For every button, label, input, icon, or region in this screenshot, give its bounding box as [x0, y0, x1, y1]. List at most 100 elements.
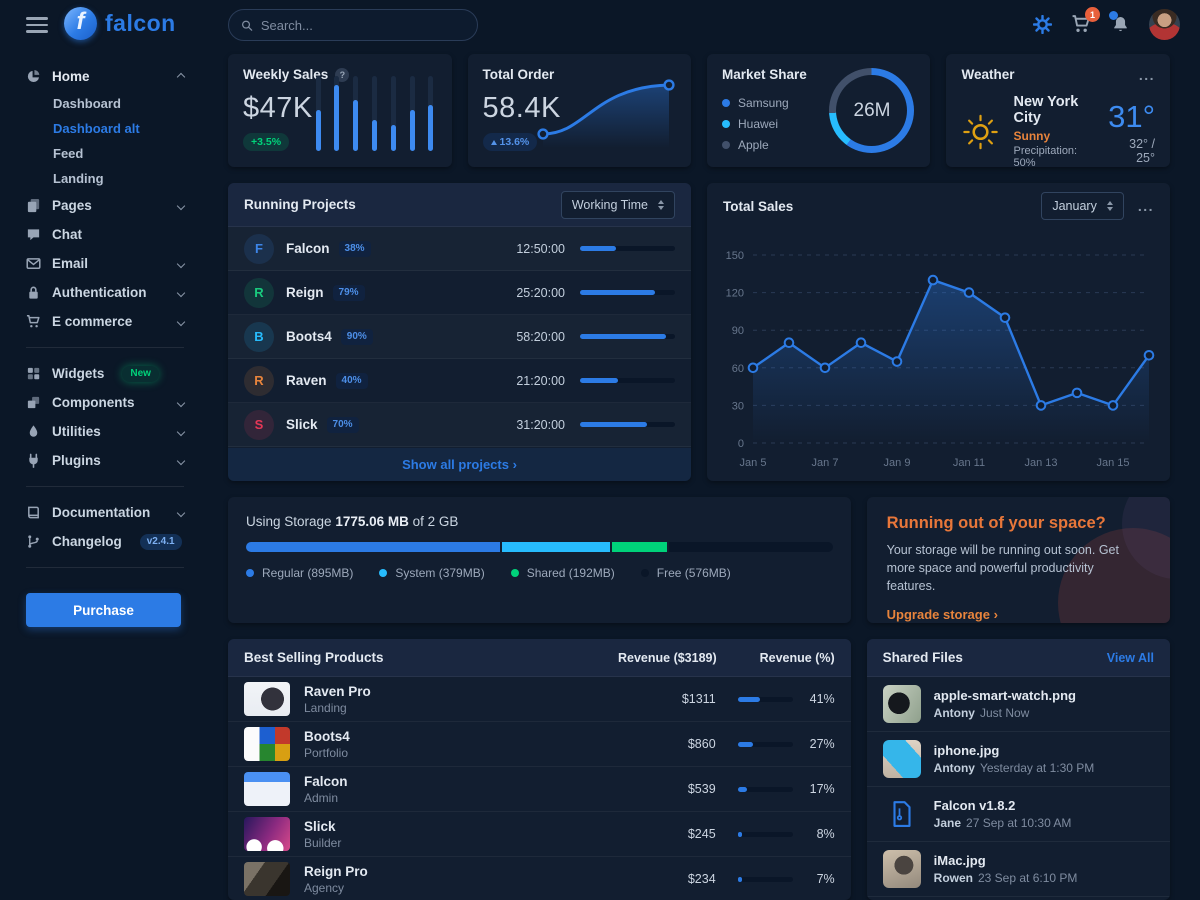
- product-category[interactable]: Portfolio: [304, 745, 349, 760]
- caret-up-icon: [490, 140, 497, 145]
- sidebar-item-plugins[interactable]: Plugins: [26, 446, 186, 475]
- file-name[interactable]: Falcon v1.8.2: [933, 798, 1016, 813]
- notification-dot: [1109, 10, 1118, 20]
- upgrade-storage-link[interactable]: Upgrade storage ›: [886, 607, 998, 623]
- weather-condition: Sunny: [1013, 129, 1051, 143]
- file-name[interactable]: iMac.jpg: [933, 853, 986, 868]
- project-name[interactable]: Raven: [286, 373, 327, 388]
- project-name[interactable]: Falcon: [286, 241, 330, 256]
- search-input[interactable]: [260, 17, 465, 33]
- legend-dot: [722, 140, 730, 149]
- sidebar-item-pages[interactable]: Pages: [26, 191, 186, 220]
- new-badge: New: [122, 365, 159, 382]
- weather-title: Weather: [961, 67, 1015, 82]
- product-name[interactable]: Falcon: [304, 773, 348, 789]
- product-row: Falcon Admin $539 17%: [228, 767, 851, 812]
- product-category[interactable]: Landing: [304, 700, 347, 715]
- file-name[interactable]: apple-smart-watch.png: [933, 688, 1076, 703]
- revenue-pct-column-header: Revenue (%): [759, 650, 835, 665]
- total-sales-menu-icon[interactable]: ...: [1137, 198, 1154, 214]
- view-all-link[interactable]: View All: [1106, 650, 1154, 665]
- product-name[interactable]: Boots4: [304, 728, 350, 744]
- sidebar-item-email[interactable]: Email: [26, 249, 186, 278]
- svg-text:0: 0: [738, 438, 744, 450]
- product-revenue: $1311: [681, 692, 716, 706]
- purchase-button[interactable]: Purchase: [26, 593, 181, 627]
- storage-segment: [502, 542, 611, 552]
- notifications-bell-icon[interactable]: [1109, 10, 1130, 34]
- falcon-logo[interactable]: falcon: [64, 5, 176, 40]
- sidebar-subitem-feed[interactable]: Feed: [53, 146, 84, 161]
- user-avatar[interactable]: [1149, 8, 1180, 40]
- total-sales-line-chart: 0 30 60 90 120 150 Jan 5 Jan 7 Jan 9 Jan 11 Jan 13…: [707, 229, 1170, 478]
- settings-gear-icon[interactable]: [1033, 14, 1052, 34]
- storage-legend-item: Regular (895MB): [246, 566, 353, 580]
- sidebar-item-utilities[interactable]: Utilities: [26, 417, 186, 446]
- shared-file-row: iMac.jpg Rowen 23 Sep at 6:10 PM: [866, 842, 1170, 897]
- total-order-badge: 13.6%: [482, 133, 538, 151]
- project-name[interactable]: Reign: [286, 285, 324, 300]
- sidebar-item-documentation[interactable]: Documentation: [26, 498, 186, 527]
- chevron-down-icon: [176, 508, 186, 517]
- total-order-spark-chart: [531, 74, 681, 155]
- sidebar-subitem-dashboard[interactable]: Dashboard: [53, 96, 121, 111]
- legend-item: Huawei: [722, 113, 915, 134]
- weekly-bar: [409, 76, 415, 151]
- search-box[interactable]: [228, 9, 478, 41]
- project-avatar: R: [244, 365, 274, 396]
- chevron-down-icon: [176, 317, 186, 326]
- project-name[interactable]: Boots4: [286, 329, 332, 344]
- sidebar-item-chat[interactable]: Chat: [26, 220, 184, 249]
- weekly-bar: [334, 76, 340, 151]
- sidebar: Home Dashboard Dashboard alt Feed Landing Pag…: [0, 48, 208, 900]
- svg-text:Jan 7: Jan 7: [812, 457, 839, 469]
- product-category[interactable]: Builder: [304, 835, 342, 850]
- file-document-icon: [883, 795, 921, 833]
- email-icon: [26, 256, 42, 271]
- sidebar-item-components[interactable]: Components: [26, 388, 186, 417]
- best-selling-title: Best Selling Products: [244, 650, 384, 665]
- file-meta: Antony Just Now: [933, 706, 1030, 720]
- sidebar-subitem-landing[interactable]: Landing: [53, 171, 104, 186]
- storage-segment: [612, 542, 667, 552]
- sidebar-item-changelog[interactable]: Changelog v2.4.1: [26, 527, 184, 556]
- shopping-cart-icon[interactable]: 1: [1071, 7, 1100, 34]
- widgets-icon: [26, 366, 42, 381]
- sidebar-item-widgets[interactable]: Widgets New: [26, 359, 184, 388]
- project-time: 58:20:00: [516, 329, 565, 344]
- total-order-value: 58.4K: [482, 92, 561, 124]
- show-all-projects-link[interactable]: Show all projects ›: [402, 457, 517, 472]
- product-category[interactable]: Agency: [304, 880, 345, 895]
- working-time-select[interactable]: Working Time: [560, 190, 675, 219]
- chevron-down-icon: [176, 427, 186, 436]
- upgrade-storage-card: Running out of your space? Your storage …: [866, 497, 1170, 623]
- product-row: Boots4 Portfolio $860 27%: [228, 722, 851, 767]
- sidebar-item-home[interactable]: Home: [26, 62, 186, 91]
- sidebar-item-authentication[interactable]: Authentication: [26, 278, 186, 307]
- month-select[interactable]: January: [1041, 192, 1124, 220]
- project-name[interactable]: Slick: [286, 417, 318, 432]
- project-progress-bar: [580, 422, 675, 427]
- product-progress-bar: [737, 741, 793, 747]
- storage-used: 1775.06 MB: [335, 514, 409, 529]
- legend-dot: [246, 569, 254, 577]
- sidebar-item-e-commerce[interactable]: E commerce: [26, 307, 186, 336]
- hamburger-menu-icon[interactable]: [26, 17, 48, 37]
- file-name[interactable]: iphone.jpg: [933, 743, 1000, 758]
- chevron-down-icon: [176, 288, 186, 297]
- chat-icon: [26, 227, 42, 242]
- weather-menu-icon[interactable]: ...: [1138, 66, 1155, 83]
- product-revenue: $245: [687, 827, 716, 841]
- product-category[interactable]: Admin: [304, 790, 339, 805]
- chevron-down-icon: [176, 201, 186, 210]
- legend-dot: [722, 98, 730, 107]
- product-name[interactable]: Reign Pro: [304, 863, 368, 879]
- storage-card: Using Storage 1775.06 MB of 2 GB Regular…: [228, 497, 851, 623]
- product-name[interactable]: Slick: [304, 818, 336, 834]
- pages-icon: [26, 198, 42, 213]
- product-name[interactable]: Raven Pro: [304, 683, 371, 699]
- weather-precipitation: Precipitation: 50%: [1013, 145, 1078, 167]
- project-row: B Boots4 90% 58:20:00: [228, 315, 691, 359]
- weather-card: Weather ... New York City: [946, 54, 1170, 167]
- sidebar-subitem-dashboard-alt[interactable]: Dashboard alt: [53, 121, 140, 136]
